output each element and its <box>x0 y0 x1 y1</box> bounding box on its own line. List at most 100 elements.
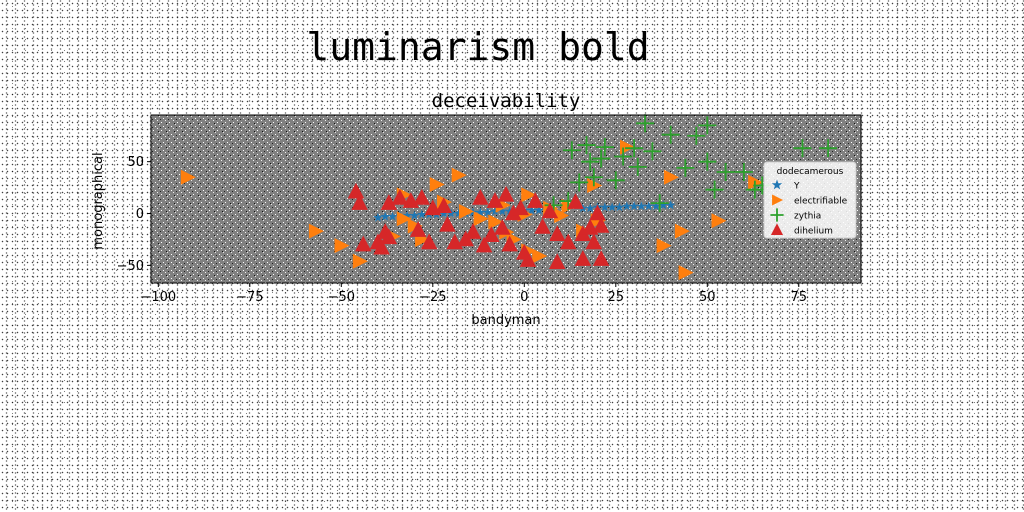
point-zythia-10 <box>592 149 611 168</box>
point-zythia-16 <box>734 163 753 182</box>
point-y-28 <box>600 202 610 212</box>
y-axis-label: monographical <box>91 152 106 249</box>
point-electrifiable-1 <box>308 223 324 239</box>
point-zythia-1 <box>698 116 717 135</box>
point-electrifiable-9 <box>429 176 445 192</box>
plot-area <box>150 114 862 284</box>
point-y-34 <box>644 201 654 211</box>
point-dihelium-32 <box>541 202 559 219</box>
point-electrifiable-3 <box>352 253 368 269</box>
point-y-35 <box>651 201 661 211</box>
point-dihelium-19 <box>472 188 489 205</box>
point-dihelium-20 <box>475 236 493 253</box>
point-y-15 <box>483 207 493 217</box>
point-dihelium-18 <box>464 223 482 239</box>
point-dihelium-31 <box>534 218 551 234</box>
point-zythia-5 <box>595 138 614 157</box>
point-electrifiable-12 <box>458 203 474 219</box>
point-electrifiable-11 <box>451 167 467 183</box>
point-dihelium-41 <box>589 204 606 221</box>
figure-suptitle: luminarism bold <box>306 25 649 69</box>
point-y-22 <box>534 205 544 215</box>
point-zythia-20 <box>606 171 625 190</box>
point-electrifiable-32 <box>678 265 694 281</box>
point-electrifiable-2 <box>334 238 350 254</box>
point-y-36 <box>658 200 669 210</box>
point-y-5 <box>409 210 420 220</box>
point-dihelium-34 <box>548 253 566 270</box>
x-tick-label: −25 <box>419 290 446 305</box>
point-zythia-13 <box>676 158 695 177</box>
point-y-6 <box>417 209 427 219</box>
point-dihelium-26 <box>505 204 522 221</box>
point-y-33 <box>636 201 647 211</box>
point-zythia-9 <box>581 152 600 171</box>
point-y-31 <box>622 201 632 211</box>
legend-label-zythia: zythia <box>794 212 821 222</box>
x-axis-ticks: −100 −75 −50 −25 0 25 50 75 <box>140 283 807 305</box>
point-dihelium-14 <box>435 197 453 214</box>
x-axis-label: bandyman <box>471 313 540 328</box>
data-marks <box>180 114 838 281</box>
x-tick-label: −100 <box>140 290 176 305</box>
point-zythia-7 <box>643 142 662 161</box>
point-electrifiable-19 <box>521 187 537 203</box>
point-electrifiable-21 <box>532 248 548 264</box>
point-dihelium-4 <box>373 238 390 255</box>
y-tick-label: −50 <box>117 259 144 274</box>
x-tick-label: 0 <box>520 290 528 305</box>
point-dihelium-11 <box>413 188 431 205</box>
point-electrifiable-14 <box>488 214 504 230</box>
point-dihelium-0 <box>347 182 365 199</box>
point-zythia-27 <box>650 194 669 213</box>
point-electrifiable-30 <box>663 169 679 185</box>
point-dihelium-42 <box>592 216 610 233</box>
point-dihelium-25 <box>501 235 518 252</box>
point-zythia-21 <box>705 180 724 199</box>
point-y-26 <box>585 203 595 213</box>
point-dihelium-35 <box>559 233 577 250</box>
point-electrifiable-29 <box>656 238 672 254</box>
chart-title: deceivability <box>432 90 581 112</box>
point-y-21 <box>526 205 537 215</box>
point-dihelium-15 <box>439 215 456 232</box>
point-zythia-3 <box>687 126 706 145</box>
legend-marker-dihelium <box>770 223 784 235</box>
point-dihelium-24 <box>497 185 515 202</box>
point-zythia-19 <box>584 168 603 187</box>
point-dihelium-23 <box>494 219 511 235</box>
y-tick-label: 0 <box>136 207 144 222</box>
point-dihelium-30 <box>527 192 544 208</box>
point-dihelium-22 <box>486 192 504 208</box>
legend-label-dihelium: dihelium <box>794 227 833 237</box>
point-zythia-14 <box>698 152 717 171</box>
point-zythia-2 <box>661 125 680 144</box>
point-dihelium-2 <box>355 235 372 252</box>
legend-box <box>763 161 857 239</box>
point-y-13 <box>468 207 478 217</box>
point-y-11 <box>453 208 464 218</box>
point-y-16 <box>490 206 500 216</box>
point-zythia-8 <box>562 141 581 160</box>
legend-marker-electrifiable <box>772 194 784 206</box>
legend-label-y: Y <box>793 182 800 192</box>
point-dihelium-7 <box>380 194 398 210</box>
point-electrifiable-13 <box>473 211 489 227</box>
point-dihelium-6 <box>380 228 398 245</box>
point-electrifiable-33 <box>711 213 727 229</box>
point-zythia-0 <box>636 114 655 133</box>
point-zythia-18 <box>570 173 589 192</box>
point-dihelium-43 <box>592 250 610 266</box>
point-electrifiable-7 <box>407 218 423 234</box>
point-y-9 <box>439 208 449 218</box>
legend-marker-zythia <box>770 208 784 222</box>
point-dihelium-33 <box>548 225 566 242</box>
point-zythia-6 <box>625 139 644 158</box>
x-tick-label: 25 <box>608 290 625 305</box>
point-dihelium-8 <box>391 188 409 205</box>
point-y-10 <box>446 208 456 218</box>
point-dihelium-38 <box>574 250 592 266</box>
